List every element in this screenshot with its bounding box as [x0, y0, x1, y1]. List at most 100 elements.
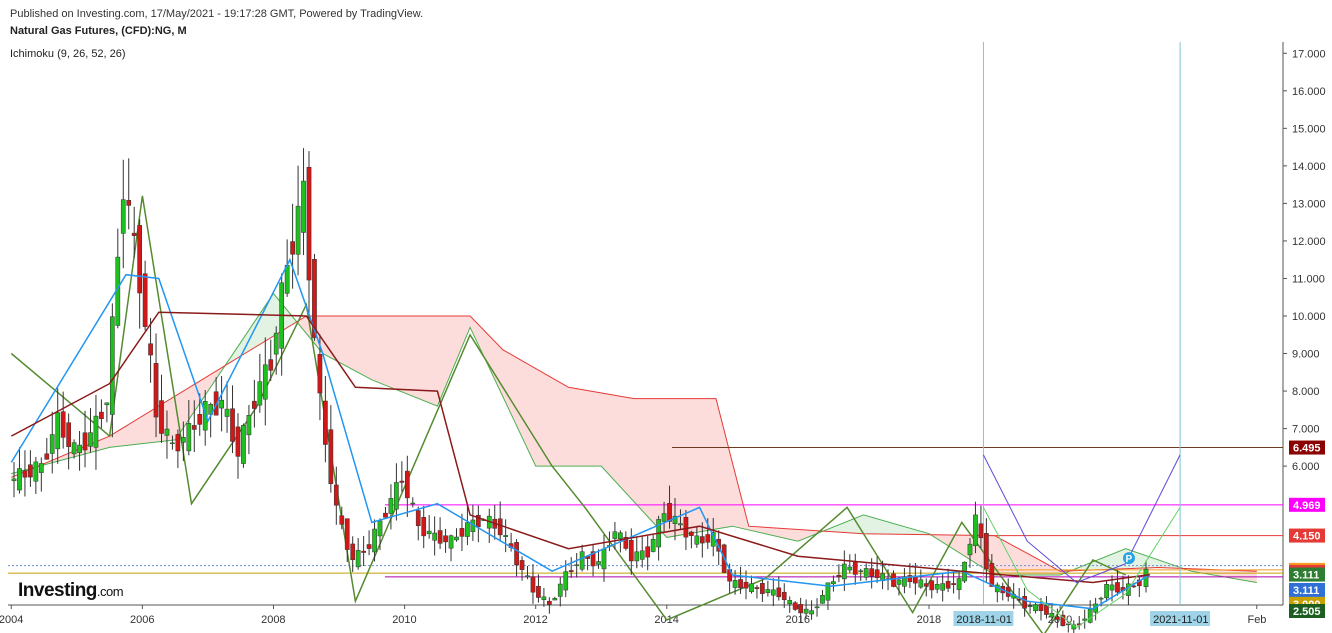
candle-body: [475, 514, 481, 528]
candle-body: [131, 232, 137, 236]
candle-body: [984, 533, 989, 570]
candle-body: [590, 551, 596, 567]
candle-body: [831, 581, 836, 585]
candle-body: [410, 502, 416, 505]
candle-body: [153, 363, 159, 418]
candle-body: [639, 550, 645, 560]
candle-body: [355, 550, 361, 568]
candle-body: [230, 408, 235, 442]
candle-body: [1027, 605, 1033, 607]
candle-body: [372, 528, 377, 553]
candle-body: [454, 536, 459, 541]
candle-body: [235, 426, 241, 457]
candle-body: [743, 581, 749, 589]
y-tick-label: 8.000: [1292, 386, 1320, 398]
candle-body: [770, 589, 776, 596]
x-tick-label: 2018: [917, 614, 941, 626]
candle-body: [683, 516, 689, 538]
candle-body: [1087, 609, 1093, 623]
indicator-legend[interactable]: Ichimoku (9, 26, 52, 26): [10, 48, 126, 60]
price-label-text: 6.495: [1293, 443, 1321, 455]
candle-body: [181, 437, 186, 443]
candle-body: [290, 241, 295, 255]
candle-body: [825, 582, 831, 601]
candle-body: [186, 423, 192, 452]
candle-body: [798, 604, 803, 614]
candle-body: [776, 587, 782, 598]
cup-curve-green: [982, 507, 1181, 629]
candle-body: [973, 514, 978, 546]
candle-body: [312, 259, 317, 338]
candle-body: [809, 610, 814, 615]
candle-body: [1055, 616, 1060, 620]
date-highlight-box: [1150, 611, 1211, 626]
candle-body: [1098, 597, 1104, 600]
candle-body: [383, 512, 388, 518]
candle-body: [1104, 584, 1109, 599]
candle-body: [732, 580, 738, 588]
kijun-sen-line: [10, 311, 1151, 584]
candle-body: [978, 523, 984, 539]
candle-body: [874, 569, 880, 578]
candle-body: [142, 273, 148, 327]
candle-body: [262, 364, 268, 400]
price-label-box: [1289, 604, 1325, 618]
candle-body: [923, 583, 929, 587]
candle-body: [448, 535, 454, 549]
candle-body: [159, 400, 164, 434]
price-label-text: 3.111: [1293, 570, 1319, 582]
candle-body: [568, 570, 574, 572]
candle-body: [787, 600, 793, 605]
candle-body: [896, 579, 902, 585]
candle-body: [503, 535, 509, 537]
candle-body: [246, 414, 252, 436]
price-label-box: [1289, 582, 1325, 597]
ichimoku-cloud: [297, 316, 823, 542]
price-label-box: [1289, 567, 1325, 582]
candle-body: [432, 532, 437, 541]
candle-body: [459, 528, 465, 537]
candle-body: [399, 480, 405, 483]
candle-body: [443, 535, 448, 543]
y-tick-label: 6.000: [1292, 461, 1320, 473]
candle-body: [814, 606, 820, 609]
y-tick-label: 12.000: [1292, 236, 1326, 248]
candle-body: [536, 585, 541, 598]
candle-body: [191, 425, 197, 430]
x-tick-label: 2006: [130, 614, 154, 626]
candle-body: [1131, 585, 1137, 588]
candle-body: [49, 434, 55, 454]
logo-brand: Investing: [18, 580, 97, 601]
candle-body: [1033, 604, 1038, 612]
candle-body: [66, 422, 71, 447]
date-highlight-label: 2018-11-01: [956, 614, 1011, 626]
candle-body: [306, 166, 312, 281]
candle-body: [350, 543, 356, 561]
candle-body: [661, 513, 667, 522]
candle-body: [421, 517, 427, 537]
candle-body: [109, 316, 115, 415]
candle-body: [749, 583, 754, 593]
tenkan-sen-line: [10, 257, 1151, 610]
candle-body: [170, 442, 175, 445]
candle-body: [929, 580, 935, 591]
candle-body: [934, 583, 940, 590]
y-tick-label: 9.000: [1292, 349, 1320, 361]
candle-body: [93, 415, 99, 448]
candle-body: [1038, 604, 1044, 612]
candle-body: [601, 548, 607, 570]
candle-body: [863, 568, 869, 578]
candle-body: [667, 503, 672, 522]
candle-body: [415, 510, 421, 527]
candle-body: [88, 432, 93, 447]
candle-body: [104, 402, 110, 406]
logo-suffix: .com: [96, 584, 124, 599]
candle-body: [1082, 618, 1088, 621]
candle-body: [940, 583, 946, 591]
candle-body: [738, 579, 743, 589]
y-tick-label: 10.000: [1292, 311, 1326, 323]
candle-body: [519, 560, 525, 570]
candle-body: [650, 539, 656, 552]
candle-body: [596, 561, 601, 565]
